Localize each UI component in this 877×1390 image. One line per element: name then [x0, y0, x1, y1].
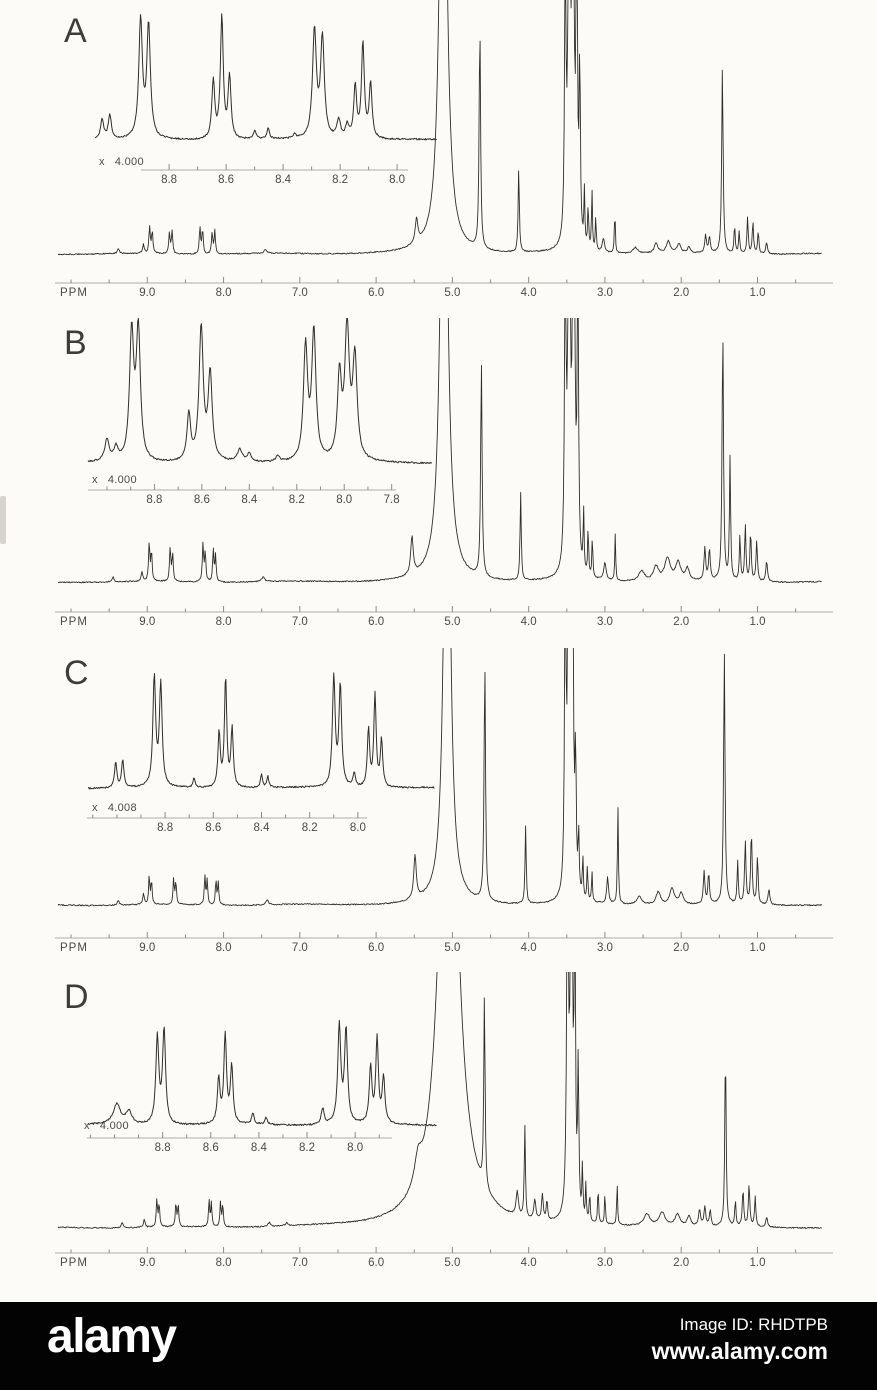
panel-a-label: A [64, 12, 87, 50]
axis-tick-label: 8.8 [157, 822, 173, 834]
axis-tick-label: 1.0 [749, 1257, 765, 1269]
axis-tick-label: 6.0 [368, 1257, 384, 1269]
axis-tick-label: 1.0 [749, 287, 765, 299]
axis-tick-label: 5.0 [444, 287, 460, 299]
watermark-banner: alamy Image ID: RHDTPB www.alamy.com [0, 1302, 877, 1390]
axis-tick-label: 9.0 [139, 616, 155, 628]
axis-tick-label: 8.0 [216, 1257, 232, 1269]
axis-tick-label: 8.4 [241, 494, 258, 506]
spectrum-panel-a: 9.0 8.0 7.0 6.0 5.0 4.0 3.0 2.0 1.0 PPM 8.8 8.6 8.4 8… [55, 0, 833, 299]
spectrum-panel-c: 9.0 8.0 7.0 6.0 5.0 4.0 3.0 2.0 1.0 PPM 8.8 8.6 8.4 8… [55, 648, 833, 954]
axis-tick-label: 8.6 [218, 174, 234, 186]
axis-tick-label: 8.4 [275, 174, 292, 186]
inset-spectrum-trace [87, 672, 435, 790]
axis-tick-label: 7.8 [384, 494, 400, 506]
axis-tick-label: 8.0 [216, 616, 232, 628]
axis-tick-label: 2.0 [673, 287, 689, 299]
inset-multiplier-d: x 4.000 [84, 1120, 129, 1132]
axis-tick-label: 8.0 [216, 287, 232, 299]
main-spectrum-trace [57, 318, 822, 584]
axis-tick-label: 8.2 [289, 494, 305, 506]
axis-tick-label: 9.0 [139, 1257, 155, 1269]
panel-b-label: B [64, 324, 87, 362]
axis-tick-label: 9.0 [139, 287, 155, 299]
main-spectrum-trace [57, 0, 822, 256]
axis-tick-label: 5.0 [444, 1257, 460, 1269]
axis-tick-label: 8.0 [347, 1142, 363, 1154]
axis-tick-label: 1.0 [749, 942, 765, 954]
main-spectrum-trace [57, 972, 822, 1229]
inset-spectrum-trace [87, 1019, 437, 1127]
axis-tick-label: 8.6 [203, 1142, 219, 1154]
axis-tick-label: 1.0 [749, 616, 765, 628]
axis-tick-label: 5.0 [444, 616, 460, 628]
axis-tick-label: 8.8 [155, 1142, 171, 1154]
axis-tick-label: 8.0 [216, 942, 232, 954]
axis-unit-label: PPM [60, 287, 88, 299]
axis-tick-label: 8.0 [350, 822, 366, 834]
alamy-logo: alamy [47, 1310, 177, 1363]
axis-tick-label: 2.0 [673, 616, 689, 628]
axis-tick-label: 4.0 [521, 942, 537, 954]
axis-tick-label: 8.6 [205, 822, 221, 834]
axis-tick-label: 8.2 [299, 1142, 315, 1154]
image-id-text: Image ID: RHDTPB [679, 1315, 828, 1334]
scan-artifact [0, 496, 6, 544]
panel-d-label: D [64, 978, 89, 1016]
axis-tick-label: 2.0 [673, 942, 689, 954]
axis-tick-label: 8.2 [302, 822, 318, 834]
inset-multiplier-c: x 4.008 [92, 802, 137, 814]
axis-tick-label: 3.0 [597, 942, 613, 954]
axis-tick-label: 8.4 [254, 822, 271, 834]
axis-tick-label: 7.0 [292, 287, 308, 299]
inset-spectrum-trace [94, 13, 437, 141]
axis-tick-label: 6.0 [368, 287, 384, 299]
axis-tick-label: 5.0 [444, 942, 460, 954]
inset-spectrum-trace [87, 318, 433, 465]
axis-tick-label: 8.6 [194, 494, 210, 506]
inset-multiplier-a: x 4.000 [99, 156, 144, 168]
axis-tick-label: 4.0 [521, 287, 537, 299]
axis-tick-label: 6.0 [368, 616, 384, 628]
panel-c-label: C [64, 654, 89, 692]
axis-tick-label: 7.0 [292, 616, 308, 628]
axis-tick-label: 8.0 [389, 174, 405, 186]
axis-tick-label: 3.0 [597, 287, 613, 299]
axis-tick-label: 7.0 [292, 942, 308, 954]
alamy-url-text: www.alamy.com [651, 1338, 828, 1364]
axis-tick-label: 9.0 [139, 942, 155, 954]
spectrum-panel-d: 9.0 8.0 7.0 6.0 5.0 4.0 3.0 2.0 1.0 PPM 8.8 8.6 8.4 8… [55, 972, 833, 1269]
axis-tick-label: 4.0 [521, 1257, 537, 1269]
watermark-info: Image ID: RHDTPB www.alamy.com [652, 1315, 828, 1365]
axis-tick-label: 8.2 [332, 174, 348, 186]
axis-tick-label: 6.0 [368, 942, 384, 954]
axis-tick-label: 3.0 [597, 616, 613, 628]
axis-tick-label: 8.4 [251, 1142, 268, 1154]
axis-tick-label: 4.0 [521, 616, 537, 628]
axis-tick-label: 8.0 [336, 494, 352, 506]
axis-tick-label: 3.0 [597, 1257, 613, 1269]
main-spectrum-trace [57, 648, 823, 907]
spectrum-panel-b: 9.0 8.0 7.0 6.0 5.0 4.0 3.0 2.0 1.0 PPM 8.8 8.6 8.4 8… [55, 318, 833, 628]
axis-tick-label: 8.8 [161, 174, 177, 186]
axis-tick-label: 2.0 [673, 1257, 689, 1269]
axis-unit-label: PPM [60, 616, 88, 628]
axis-tick-label: 8.8 [146, 494, 162, 506]
axis-tick-label: 7.0 [292, 1257, 308, 1269]
axis-unit-label: PPM [60, 942, 88, 954]
inset-multiplier-b: x 4.000 [92, 474, 137, 486]
axis-unit-label: PPM [60, 1257, 88, 1269]
